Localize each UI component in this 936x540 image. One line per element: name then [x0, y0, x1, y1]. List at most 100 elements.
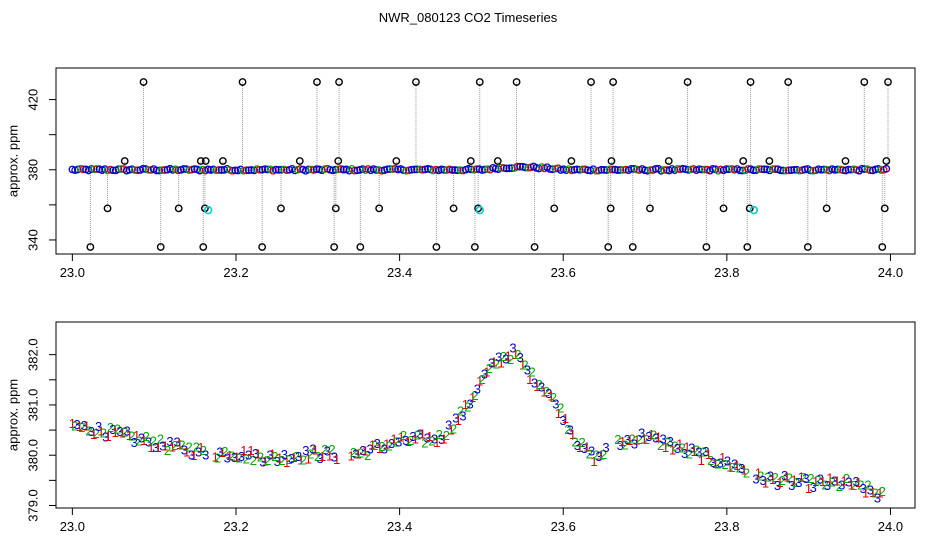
- series-symbol: 2: [407, 433, 414, 448]
- baseline-point: [570, 165, 579, 174]
- series-symbol: 2: [721, 457, 728, 472]
- series-symbol: 2: [593, 447, 600, 462]
- series-symbol: 3: [124, 424, 131, 439]
- series-symbol: 3: [652, 431, 659, 446]
- baseline-point: [242, 166, 250, 175]
- series-symbol: 1: [490, 354, 497, 369]
- series-symbol: 1: [162, 438, 169, 453]
- series-symbol: 1: [312, 443, 319, 458]
- series-symbol: 3: [752, 471, 759, 486]
- series-symbol: 1: [319, 449, 326, 464]
- baseline-point: [448, 166, 457, 174]
- series-symbol: 2: [286, 452, 293, 467]
- series-symbol: 3: [767, 468, 774, 483]
- baseline-point: [839, 166, 847, 175]
- outlier-point: [174, 204, 183, 213]
- series-symbol: 1: [690, 444, 697, 459]
- series-symbol: 1: [326, 449, 333, 464]
- outlier-point: [765, 157, 774, 165]
- baseline-point: [133, 166, 142, 175]
- series-symbol: 3: [445, 418, 452, 433]
- series-symbol: 2: [557, 400, 564, 415]
- baseline-point: [776, 166, 785, 175]
- series-symbol: 2: [864, 478, 871, 493]
- series-symbol: 3: [102, 430, 109, 445]
- series-symbol: 2: [686, 447, 693, 462]
- series-symbol: 3: [231, 450, 238, 465]
- series-symbol: 1: [133, 428, 140, 443]
- series-symbol: 1: [419, 427, 426, 442]
- series-symbol: 3: [116, 424, 123, 439]
- outlier-point: [530, 243, 539, 251]
- series-symbol: 2: [764, 470, 771, 485]
- series-symbol: 3: [852, 474, 859, 489]
- series-symbol: 1: [212, 450, 219, 465]
- series-symbol: 1: [805, 481, 812, 496]
- outlier-point: [86, 243, 95, 251]
- series-symbol: 3: [509, 341, 516, 356]
- outlier-point: [432, 243, 441, 251]
- series-symbol: 3: [388, 436, 395, 451]
- series-symbol: 1: [619, 434, 626, 449]
- outlier-point: [664, 157, 673, 165]
- series-symbol: 3: [424, 430, 431, 445]
- baseline-point: [784, 166, 793, 175]
- series-symbol: 2: [843, 471, 850, 486]
- outlier-point: [103, 204, 112, 213]
- series-symbol: 2: [528, 364, 535, 379]
- series-symbol: 3: [802, 471, 809, 486]
- series-symbol: 3: [674, 441, 681, 456]
- series-symbol: 1: [483, 364, 490, 379]
- baseline-point: [277, 165, 286, 174]
- series-symbol: 1: [362, 443, 369, 458]
- series-symbol: 2: [121, 425, 128, 440]
- baseline-point: [174, 166, 183, 175]
- series-symbol: 3: [488, 356, 495, 371]
- x-tick-label: 23.8: [714, 265, 739, 280]
- baseline-point: [632, 165, 641, 174]
- baseline-point: [619, 166, 628, 174]
- series-symbol: 1: [197, 440, 204, 455]
- baseline-point: [244, 166, 253, 175]
- baseline-point: [646, 166, 655, 174]
- x-tick-label: 23.4: [387, 519, 412, 534]
- series-symbol: 1: [383, 437, 390, 452]
- series-symbol: 1: [683, 440, 690, 455]
- baseline-point: [877, 166, 885, 174]
- series-symbol: 3: [717, 455, 724, 470]
- series-symbol: 2: [621, 438, 628, 453]
- outlier-point: [493, 157, 502, 165]
- series-symbol: 3: [259, 454, 266, 469]
- series-symbol: 1: [390, 431, 397, 446]
- series-symbol: 2: [271, 449, 278, 464]
- series-symbol: 3: [302, 443, 309, 458]
- baseline-point: [413, 165, 421, 174]
- series-symbol: 3: [274, 454, 281, 469]
- series-symbol: 2: [250, 453, 257, 468]
- series-symbol: 3: [638, 425, 645, 440]
- baseline-point: [247, 166, 256, 174]
- x-tick-label: 23.6: [551, 265, 576, 280]
- series-symbol: 1: [819, 474, 826, 489]
- series-symbol: 2: [664, 435, 671, 450]
- baseline-point: [735, 166, 744, 175]
- series-symbol: 2: [657, 438, 664, 453]
- outlier-point: [878, 243, 887, 251]
- flagged-point: [749, 205, 759, 215]
- series-symbol: 1: [662, 440, 669, 455]
- series-symbol: 1: [155, 440, 162, 455]
- outlier-point: [841, 157, 850, 165]
- series-symbol: 3: [545, 386, 552, 401]
- series-symbol: 1: [569, 427, 576, 442]
- series-symbol: 2: [164, 443, 171, 458]
- series-symbol: 1: [276, 451, 283, 466]
- series-symbol: 2: [157, 431, 164, 446]
- series-symbol: 3: [331, 450, 338, 465]
- baseline-point: [548, 165, 557, 174]
- series-symbol: 1: [862, 486, 869, 501]
- baseline-point: [130, 166, 139, 174]
- series-symbol: 2: [614, 432, 621, 447]
- series-symbol: 3: [81, 418, 88, 433]
- baseline-point: [139, 165, 147, 173]
- series-symbol: 3: [367, 441, 374, 456]
